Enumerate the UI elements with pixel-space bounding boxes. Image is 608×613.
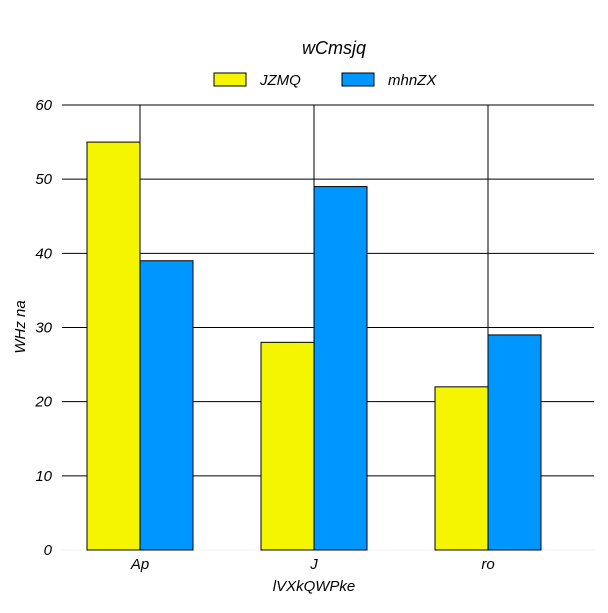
y-tick-label: 30 [35,320,52,337]
bars [86,141,542,551]
bar-mhnzx-ap [139,260,194,551]
y-tick-label: 0 [44,542,53,559]
x-tick-label: Ap [130,556,149,573]
y-axis-label: WHz na [12,300,29,353]
x-tick-label: J [309,556,318,573]
legend-swatch-mhnzx [341,72,375,87]
bar-mhnzx-j [313,186,368,551]
y-tick-label: 20 [34,394,52,411]
bar-jzmq-ro [434,386,489,551]
legend: JZMQ mhnZX [213,72,437,89]
bar-jzmq-j [260,341,315,551]
y-tick-label: 60 [35,97,52,114]
y-tick-label: 40 [35,245,52,262]
legend-label-mhnzx: mhnZX [388,72,437,89]
x-axis-label: lVXkQWPke [273,578,356,595]
legend-swatch-jzmq [213,72,247,87]
x-tick-label: ro [481,556,494,573]
y-tick-label: 10 [35,468,52,485]
bar-jzmq-ap [86,141,141,551]
y-tick-label: 50 [35,171,52,188]
bar-mhnzx-ro [487,334,542,551]
y-axis-ticks: 0 10 20 30 40 50 60 [34,97,52,559]
chart-title: wCmsjq [302,38,366,58]
legend-label-jzmq: JZMQ [259,72,301,89]
